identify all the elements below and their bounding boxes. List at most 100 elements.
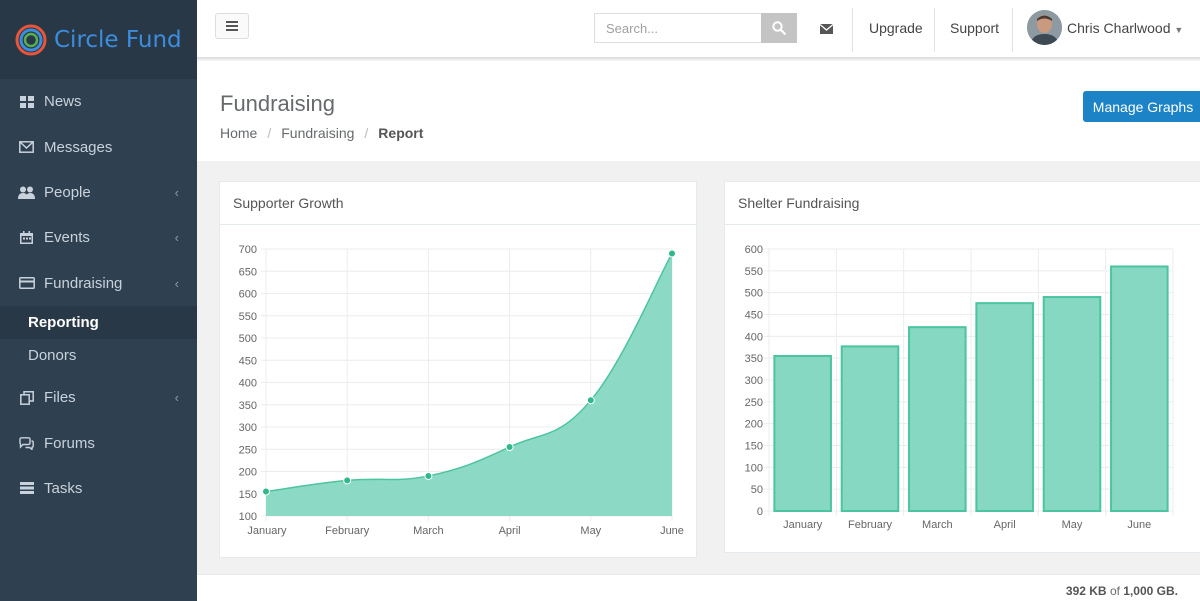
y-tick-label: 200 xyxy=(239,467,257,479)
tasks-icon xyxy=(18,481,35,496)
y-tick-label: 600 xyxy=(745,244,763,256)
panel-title: Supporter Growth xyxy=(220,182,696,225)
x-tick-label: March xyxy=(413,525,444,537)
sidebar-item-messages[interactable]: Messages xyxy=(0,124,197,169)
x-tick-label: January xyxy=(247,525,287,537)
sidebar-item-label: People xyxy=(44,183,91,201)
chevron-left-icon: ‹ xyxy=(174,184,179,200)
data-point xyxy=(505,443,514,452)
user-name: Chris Charlwood xyxy=(1067,20,1171,36)
breadcrumb-report: Report xyxy=(378,125,424,141)
storage-usage: 392 KB of 1,000 GB. xyxy=(1066,584,1178,598)
x-tick-label: March xyxy=(922,519,953,531)
sidebar-item-forums[interactable]: Forums xyxy=(0,420,197,465)
x-tick-label: April xyxy=(499,525,521,537)
x-tick-label: May xyxy=(580,525,601,537)
envelope-icon xyxy=(18,140,35,155)
storage-of: of xyxy=(1109,584,1120,598)
caret-down-icon: ▼ xyxy=(1174,25,1184,35)
y-tick-label: 550 xyxy=(745,266,763,278)
y-tick-label: 250 xyxy=(745,397,763,409)
panel-title: Shelter Fundraising xyxy=(725,182,1200,225)
y-tick-label: 200 xyxy=(745,419,763,431)
x-tick-label: January xyxy=(783,519,823,531)
brand[interactable]: Circle Fund xyxy=(0,0,197,79)
storage-used: 392 KB xyxy=(1065,584,1107,598)
topbar: Upgrade Support Chris Charlwood ▼ xyxy=(197,0,1200,59)
bars-icon xyxy=(226,21,238,31)
sidebar-item-label: Files xyxy=(44,389,76,407)
avatar[interactable] xyxy=(1027,10,1062,45)
y-tick-label: 450 xyxy=(239,355,257,367)
support-link[interactable]: Support xyxy=(950,20,1000,36)
upgrade-link[interactable]: Upgrade xyxy=(869,20,923,36)
sidebar-subitem-reporting[interactable]: Reporting xyxy=(0,305,197,339)
manage-graphs-button[interactable]: Manage Graphs xyxy=(1083,91,1200,122)
divider xyxy=(934,8,935,52)
files-icon xyxy=(18,390,35,405)
sidebar-item-tasks[interactable]: Tasks xyxy=(0,466,197,511)
y-tick-label: 150 xyxy=(239,489,257,501)
x-tick-label: February xyxy=(325,525,370,537)
sidebar-item-fundraising[interactable]: Fundraising ‹ xyxy=(0,261,197,306)
chevron-left-icon: ‹ xyxy=(174,275,179,291)
circle-fund-logo-icon xyxy=(15,24,47,55)
bar xyxy=(773,354,832,512)
sidebar-item-label: Events xyxy=(44,229,90,247)
sidebar-subitem-label: Reporting xyxy=(28,313,99,331)
y-tick-label: 550 xyxy=(239,311,257,323)
storage-total: 1,000 GB. xyxy=(1123,584,1178,598)
y-tick-label: 500 xyxy=(745,288,763,300)
y-tick-label: 300 xyxy=(745,375,763,387)
hamburger-menu-button[interactable] xyxy=(215,13,249,39)
sidebar-item-people[interactable]: People ‹ xyxy=(0,170,197,215)
bar xyxy=(975,302,1034,512)
chevron-left-icon: ‹ xyxy=(174,390,179,406)
y-tick-label: 350 xyxy=(239,400,257,412)
divider xyxy=(852,8,853,52)
sidebar-item-events[interactable]: Events ‹ xyxy=(0,215,197,260)
data-point xyxy=(668,249,676,258)
sidebar-item-label: Fundraising xyxy=(44,274,123,292)
page-title: Fundraising xyxy=(220,91,335,116)
data-point xyxy=(424,471,433,480)
x-tick-label: May xyxy=(1062,519,1083,531)
sidebar-item-label: Forums xyxy=(44,434,95,452)
breadcrumb-divider: / xyxy=(364,125,369,141)
search-button[interactable] xyxy=(761,13,797,43)
search-icon xyxy=(772,21,786,35)
x-tick-label: April xyxy=(994,519,1016,531)
y-tick-label: 300 xyxy=(239,422,257,434)
envelope-icon[interactable] xyxy=(818,20,836,38)
y-tick-label: 100 xyxy=(239,511,257,523)
y-tick-label: 400 xyxy=(239,378,257,390)
brand-name: Circle Fund xyxy=(54,26,182,53)
bar xyxy=(1042,296,1102,512)
bar xyxy=(1110,265,1169,513)
breadcrumb-fundraising[interactable]: Fundraising xyxy=(281,125,355,141)
page-heading: Fundraising Home / Fundraising / Report … xyxy=(197,61,1200,161)
bar xyxy=(840,345,900,512)
y-tick-label: 600 xyxy=(239,289,257,301)
sidebar-item-label: News xyxy=(44,93,82,111)
y-tick-label: 150 xyxy=(745,441,763,453)
y-tick-label: 50 xyxy=(751,484,763,496)
y-tick-label: 700 xyxy=(239,244,257,256)
search-input[interactable] xyxy=(594,13,761,43)
calendar-icon xyxy=(18,230,35,245)
y-tick-label: 500 xyxy=(239,333,257,345)
y-tick-label: 450 xyxy=(745,310,763,322)
th-large-icon xyxy=(18,94,35,109)
user-menu[interactable]: Chris Charlwood ▼ xyxy=(1067,20,1183,36)
breadcrumb-home[interactable]: Home xyxy=(220,125,258,141)
sidebar-item-files[interactable]: Files ‹ xyxy=(0,375,197,420)
breadcrumb-divider: / xyxy=(267,125,272,141)
y-tick-label: 350 xyxy=(745,353,763,365)
sidebar-item-news[interactable]: News xyxy=(0,79,197,124)
supporter-growth-chart: 100 150 200 250 300 350 400 450 500 550 600 650 700 J… xyxy=(239,244,684,537)
users-icon xyxy=(18,185,35,200)
y-tick-label: 250 xyxy=(239,444,257,456)
y-tick-label: 0 xyxy=(757,506,763,518)
series-area xyxy=(266,253,672,516)
sidebar-subitem-donors[interactable]: Donors xyxy=(0,339,197,372)
